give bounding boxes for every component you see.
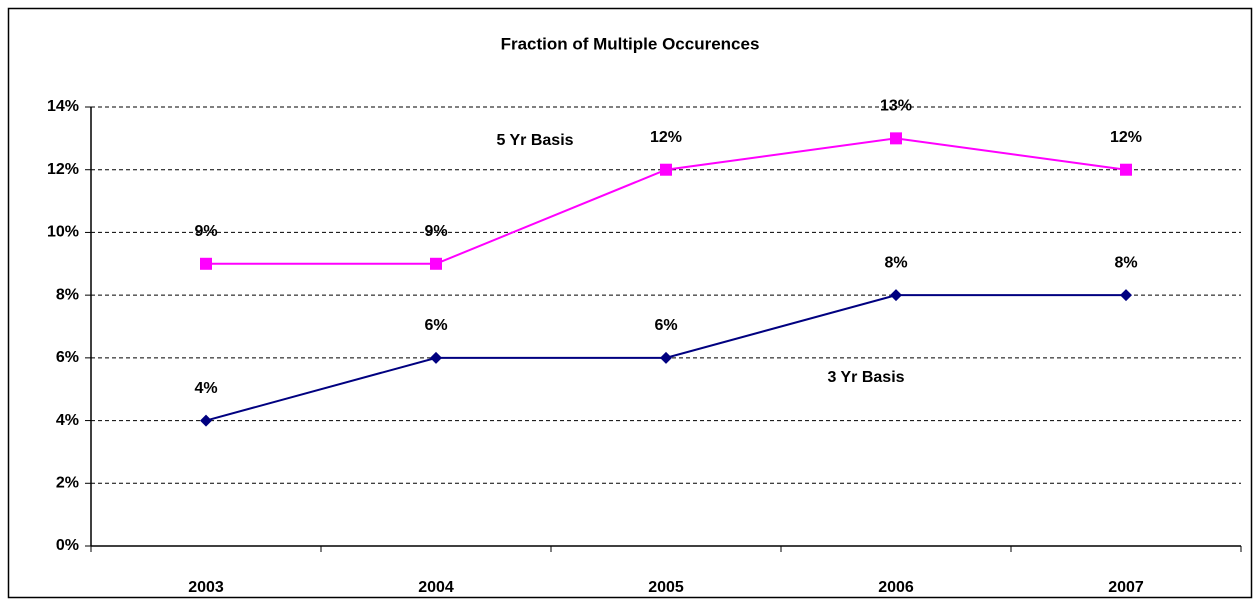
x-tick-label: 2006 [878, 579, 914, 596]
y-tick-label: 0% [56, 537, 79, 554]
chart-title: Fraction of Multiple Occurences [501, 34, 760, 53]
y-tick-label: 4% [56, 412, 79, 429]
series-label: 5 Yr Basis [496, 132, 573, 149]
x-tick-label: 2003 [188, 579, 224, 596]
data-label: 8% [1114, 254, 1137, 271]
marker [890, 289, 902, 302]
y-tick-label: 10% [47, 224, 79, 241]
data-label: 12% [1110, 129, 1142, 146]
data-label: 9% [194, 223, 217, 240]
x-tick-label: 2007 [1108, 579, 1144, 596]
x-tick-label: 2005 [648, 579, 684, 596]
y-tick-label: 12% [47, 161, 79, 178]
marker [430, 351, 442, 364]
series-label: 3 Yr Basis [827, 369, 904, 386]
marker [890, 132, 902, 145]
data-label: 4% [194, 380, 217, 397]
marker [200, 414, 212, 427]
x-tick-label: 2004 [418, 579, 454, 596]
marker [1120, 289, 1132, 302]
y-tick-label: 14% [47, 98, 79, 115]
marker [200, 257, 212, 270]
data-label: 9% [424, 223, 447, 240]
marker [660, 351, 672, 364]
data-label: 12% [650, 129, 682, 146]
y-tick-label: 2% [56, 475, 79, 492]
marker [430, 257, 442, 270]
data-label: 8% [884, 254, 907, 271]
data-label: 13% [880, 98, 912, 115]
data-label: 6% [654, 317, 677, 334]
y-tick-label: 6% [56, 349, 79, 366]
data-label: 6% [424, 317, 447, 334]
marker [660, 163, 672, 176]
chart-border [7, 7, 1253, 599]
marker [1120, 163, 1132, 176]
y-tick-label: 8% [56, 286, 79, 303]
